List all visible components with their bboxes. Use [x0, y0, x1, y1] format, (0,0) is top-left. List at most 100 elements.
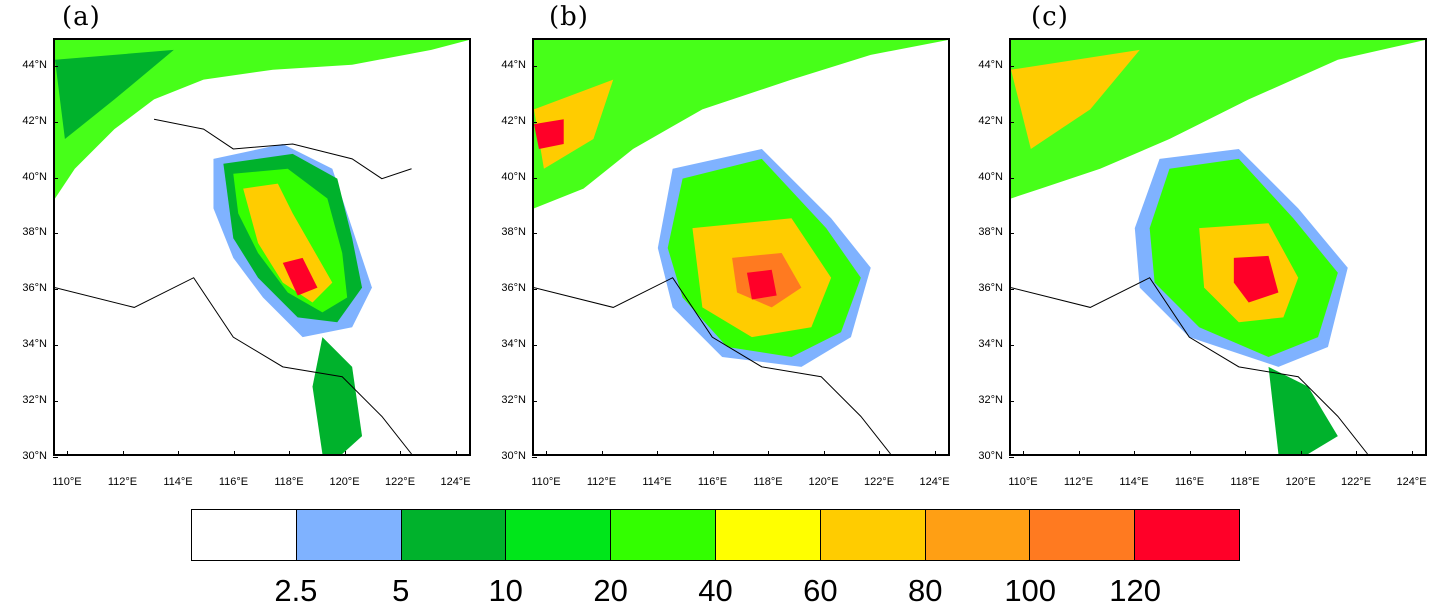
colorbar-swatch [925, 510, 1031, 560]
y-tick-label: 38°N [22, 226, 47, 239]
x-tick-mark [289, 451, 290, 456]
x-tick-label: 120°E [329, 476, 360, 488]
x-tick-label: 116°E [218, 476, 249, 488]
y-tick-mark [532, 400, 537, 402]
x-tick-mark [1134, 451, 1135, 456]
y-tick-mark [53, 177, 58, 179]
map-panel-b [532, 38, 950, 456]
panel-label-c: (c) [1031, 2, 1069, 32]
y-tick-label: 42°N [22, 114, 47, 127]
x-tick-mark [1245, 451, 1246, 456]
x-tick-label: 120°E [808, 476, 839, 488]
y-tick-label: 36°N [22, 282, 47, 295]
x-tick-label: 120°E [1285, 476, 1316, 488]
y-tick-mark [53, 400, 58, 402]
map-panel-c [1009, 38, 1427, 456]
y-tick-mark [532, 289, 537, 291]
x-tick-label: 114°E [642, 476, 672, 488]
colorbar-swatch [296, 510, 402, 560]
x-tick-mark [178, 451, 179, 456]
y-tick-label: 32°N [501, 393, 526, 406]
y-tick-mark [532, 345, 537, 346]
y-tick-mark [532, 456, 537, 458]
y-tick-label: 40°N [22, 170, 47, 183]
x-tick-label: 110°E [531, 476, 561, 488]
x-tick-mark [546, 451, 547, 456]
y-tick-label: 30°N [501, 449, 526, 462]
x-tick-label: 112°E [586, 476, 617, 488]
x-tick-mark [1078, 451, 1080, 456]
x-tick-label: 116°E [1174, 476, 1205, 488]
y-tick-label: 44°N [22, 59, 47, 71]
y-tick-mark [53, 289, 58, 291]
x-tick-mark [400, 451, 401, 456]
y-tick-label: 38°N [978, 226, 1003, 239]
x-tick-mark [934, 451, 936, 456]
x-tick-label: 124°E [919, 476, 950, 488]
colorbar-label: 60 [803, 573, 838, 608]
x-tick-mark [601, 451, 603, 456]
y-tick-label: 34°N [978, 338, 1003, 350]
x-tick-label: 122°E [384, 476, 416, 488]
x-tick-mark [768, 451, 769, 456]
y-tick-label: 34°N [22, 338, 47, 350]
y-tick-mark [53, 121, 58, 123]
x-tick-label: 114°E [1119, 476, 1149, 488]
y-tick-label: 38°N [501, 226, 526, 239]
panel-label-a: (a) [62, 2, 101, 32]
y-tick-label: 40°N [501, 170, 526, 183]
panel-label-b: (b) [549, 2, 589, 32]
y-tick-mark [53, 233, 58, 235]
colorbar-swatch [820, 510, 926, 560]
y-tick-label: 34°N [501, 338, 526, 350]
y-tick-mark [532, 66, 537, 67]
colorbar-swatch [611, 510, 716, 560]
y-tick-mark [1009, 233, 1014, 235]
x-tick-mark [233, 451, 235, 456]
y-tick-label: 30°N [22, 449, 47, 462]
y-tick-mark [1009, 121, 1014, 123]
x-tick-label: 118°E [274, 476, 304, 488]
colorbar [191, 509, 1240, 561]
colorbar-label: 2.5 [274, 573, 318, 608]
x-tick-label: 118°E [753, 476, 783, 488]
y-tick-mark [1009, 289, 1014, 291]
colorbar-label: 120 [1109, 573, 1161, 608]
x-tick-mark [823, 451, 825, 456]
x-tick-label: 124°E [1396, 476, 1427, 488]
y-tick-mark [1009, 177, 1014, 179]
colorbar-label: 100 [1004, 573, 1057, 608]
x-tick-label: 110°E [52, 476, 82, 488]
y-tick-mark [532, 121, 537, 123]
y-tick-mark [532, 233, 537, 235]
y-tick-label: 40°N [978, 170, 1003, 183]
x-tick-mark [1189, 451, 1191, 456]
colorbar-swatch [401, 510, 507, 560]
x-tick-mark [879, 451, 880, 456]
x-tick-label: 110°E [1008, 476, 1038, 488]
x-tick-label: 112°E [1063, 476, 1094, 488]
precipitation-map-b [534, 40, 948, 454]
colorbar-swatch [715, 510, 821, 560]
precipitation-map-a [55, 40, 469, 454]
x-tick-label: 122°E [1340, 476, 1372, 488]
y-tick-mark [53, 345, 58, 346]
y-tick-label: 44°N [978, 59, 1003, 71]
x-tick-mark [1023, 451, 1024, 456]
y-tick-mark [1009, 66, 1014, 67]
x-tick-mark [344, 451, 346, 456]
colorbar-swatch [192, 510, 297, 560]
y-tick-label: 36°N [501, 282, 526, 295]
x-tick-mark [1356, 451, 1357, 456]
x-tick-mark [712, 451, 714, 456]
x-tick-mark [1411, 451, 1413, 456]
colorbar-label: 5 [392, 573, 410, 608]
map-panel-a [53, 38, 471, 456]
x-tick-label: 118°E [1230, 476, 1260, 488]
y-tick-label: 36°N [978, 282, 1003, 295]
y-tick-label: 42°N [501, 114, 526, 127]
colorbar-label: 40 [698, 573, 733, 608]
x-tick-label: 124°E [440, 476, 471, 488]
y-tick-label: 32°N [978, 393, 1003, 406]
y-tick-mark [1009, 345, 1014, 346]
